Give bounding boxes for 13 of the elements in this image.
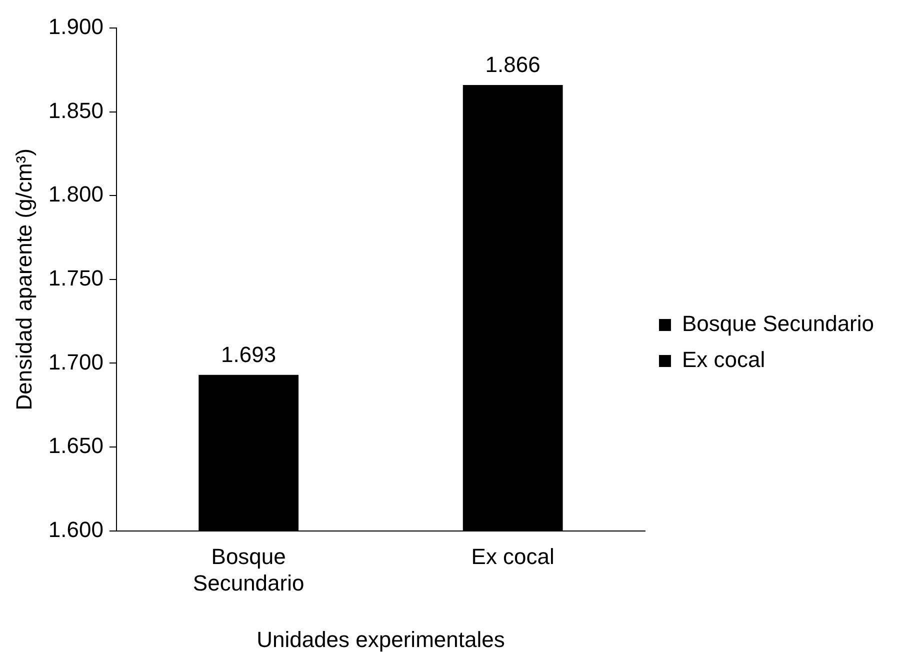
data-label: 1.693 (221, 342, 276, 367)
y-axis-title: Densidad aparente (g/cm³) (11, 148, 36, 410)
y-tick-label: 1.850 (48, 98, 104, 123)
legend-label: Bosque Secundario (682, 311, 874, 336)
y-tick-label: 1.700 (48, 349, 104, 374)
y-tick-label: 1.750 (48, 265, 104, 290)
data-label: 1.866 (485, 52, 540, 78)
y-tick-label: 1.800 (48, 182, 104, 207)
y-tick-label: 1.650 (48, 433, 104, 458)
legend-label: Ex cocal (682, 347, 766, 372)
y-tick-label: 1.600 (48, 516, 104, 542)
y-tick-label: 1.900 (48, 14, 104, 40)
x-axis-title: Unidades experimentales (256, 626, 505, 652)
